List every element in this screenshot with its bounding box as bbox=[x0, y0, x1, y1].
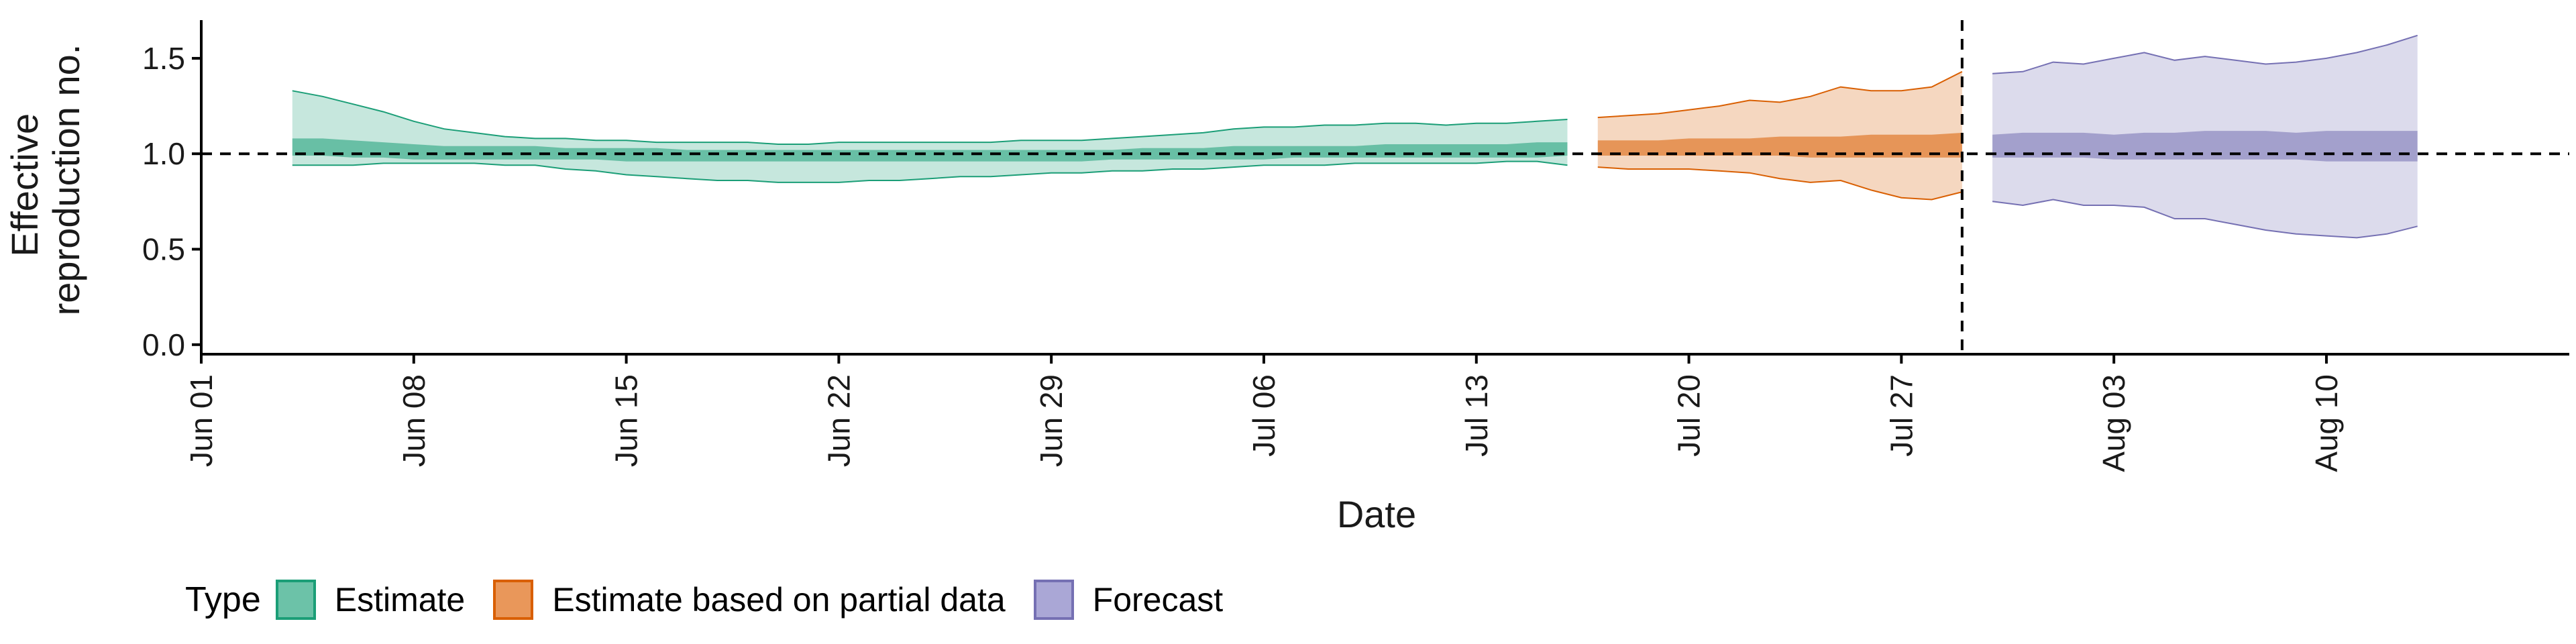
x-tick-label: Jun 08 bbox=[396, 374, 431, 467]
band-90-upper-edge-estimate-based-on-partial-data bbox=[1597, 70, 1963, 119]
band-90-lower-edge-estimate-based-on-partial-data bbox=[1597, 166, 1963, 201]
x-tick-label: Jul 06 bbox=[1246, 374, 1281, 457]
x-tick-label: Jul 13 bbox=[1459, 374, 1494, 457]
band-50-estimate bbox=[292, 138, 1568, 162]
y-tick-label: 0.0 bbox=[142, 327, 185, 362]
y-axis-title-line-2: reproduction no. bbox=[45, 44, 87, 316]
reference-lines bbox=[201, 20, 2569, 354]
band-50-forecast bbox=[1992, 131, 2418, 162]
x-tick-label: Jun 22 bbox=[821, 374, 856, 467]
y-tick-label: 1.0 bbox=[142, 136, 185, 171]
uncertainty-bands bbox=[292, 34, 2418, 239]
legend-key-partial-estimate bbox=[493, 580, 534, 620]
x-tick-label: Jun 01 bbox=[184, 374, 219, 467]
chart: 0.0 0.5 1.0 1.5 Jun 01 Jun 08 Jun 15 Jun 22 Jun … bbox=[3, 20, 2569, 535]
x-tick-label: Aug 10 bbox=[2309, 374, 2344, 472]
y-axis-title: Effective reproduction no. bbox=[3, 44, 87, 316]
legend-label-partial-estimate: Estimate based on partial data bbox=[552, 581, 1006, 619]
y-tick-label: 1.5 bbox=[142, 41, 185, 76]
legend: Type Estimate Estimate based on partial … bbox=[185, 576, 1251, 624]
band-90-lower-edge-forecast bbox=[1992, 199, 2418, 239]
legend-title: Type bbox=[185, 580, 261, 619]
legend-label-estimate: Estimate bbox=[334, 581, 466, 619]
band-90-estimate bbox=[292, 91, 1568, 182]
x-tick-label: Jul 27 bbox=[1884, 374, 1919, 457]
axes: 0.0 0.5 1.0 1.5 Jun 01 Jun 08 Jun 15 Jun 22 Jun … bbox=[142, 20, 2569, 472]
band-90-lower-edge-estimate bbox=[292, 160, 1568, 183]
y-axis-title-line-1: Effective bbox=[3, 113, 46, 257]
legend-key-forecast bbox=[1033, 580, 1074, 620]
band-50-estimate-based-on-partial-data bbox=[1597, 132, 1962, 158]
legend-key-estimate bbox=[275, 580, 316, 620]
x-tick-label: Jun 15 bbox=[609, 374, 644, 467]
band-90-upper-edge-forecast bbox=[1992, 34, 2418, 74]
x-axis-title: Date bbox=[1337, 493, 1416, 535]
y-tick-label: 0.5 bbox=[142, 231, 185, 266]
band-90-upper-edge-estimate bbox=[292, 90, 1568, 145]
x-tick-label: Aug 03 bbox=[2096, 374, 2131, 472]
x-tick-label: Jun 29 bbox=[1034, 374, 1069, 467]
x-tick-label: Jul 20 bbox=[1672, 374, 1707, 457]
legend-label-forecast: Forecast bbox=[1092, 581, 1224, 619]
band-90-estimate-based-on-partial-data bbox=[1597, 71, 1962, 200]
